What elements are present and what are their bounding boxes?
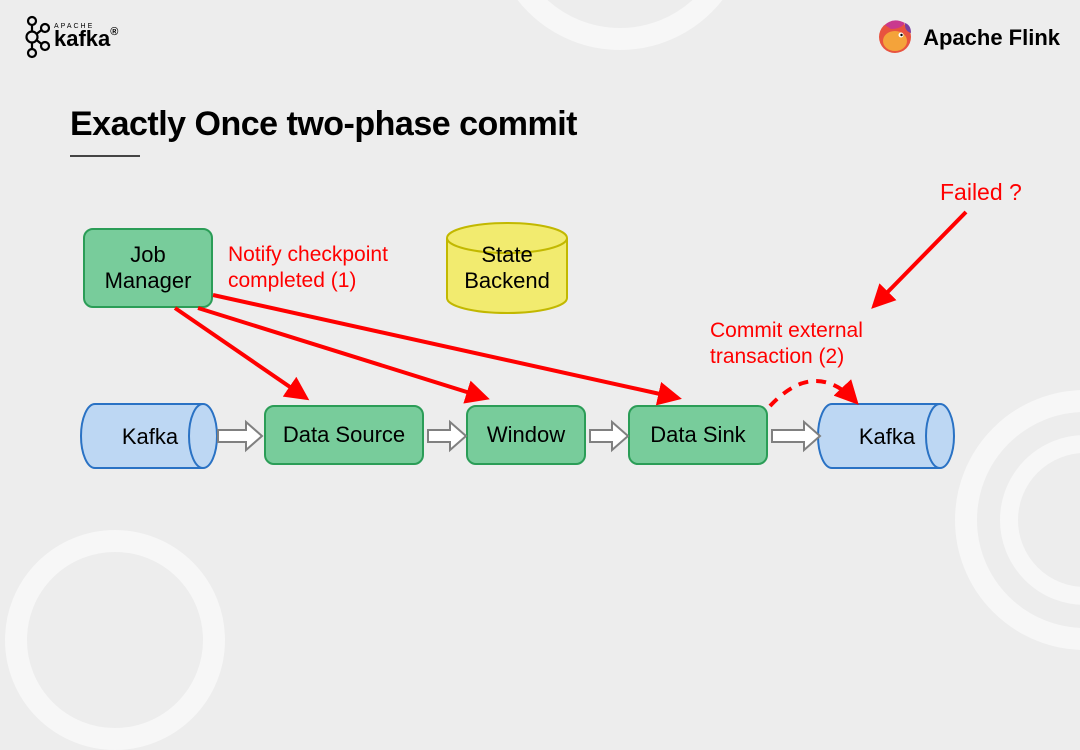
slide-title: Exactly Once two-phase commit	[70, 105, 577, 144]
node-window: Window	[466, 405, 586, 465]
svg-text:Kafka: Kafka	[859, 424, 916, 449]
annot-failed: Failed ?	[940, 178, 1022, 207]
svg-text:State: State	[481, 242, 532, 267]
cylinder-kafka-right: Kafka	[818, 404, 954, 468]
node-data-source: Data Source	[264, 405, 424, 465]
cylinder-state-backend: State Backend	[447, 223, 567, 313]
node-data-sink: Data Sink	[628, 405, 768, 465]
flink-logo: Apache Flink	[875, 15, 1060, 60]
kafka-name: kafka	[54, 26, 110, 51]
annot-commit: Commit external transaction (2)	[710, 318, 863, 371]
node-job-manager: Job Manager	[83, 228, 213, 308]
cylinder-kafka-left: Kafka	[81, 404, 217, 468]
red-failed-arrow	[874, 212, 966, 306]
svg-text:Backend: Backend	[464, 268, 550, 293]
annot-notify: Notify checkpoint completed (1)	[228, 242, 388, 295]
flink-name: Apache Flink	[923, 25, 1060, 51]
bg-circle	[5, 530, 225, 750]
red-dashed-arc	[770, 381, 856, 406]
kafka-logo: APACHE kafka®	[22, 15, 118, 59]
svg-text:Kafka: Kafka	[122, 424, 179, 449]
title-underline	[70, 155, 140, 157]
flink-icon	[875, 15, 915, 60]
bg-circle	[490, 0, 750, 50]
red-arrows	[175, 295, 678, 398]
kafka-icon	[22, 15, 50, 59]
